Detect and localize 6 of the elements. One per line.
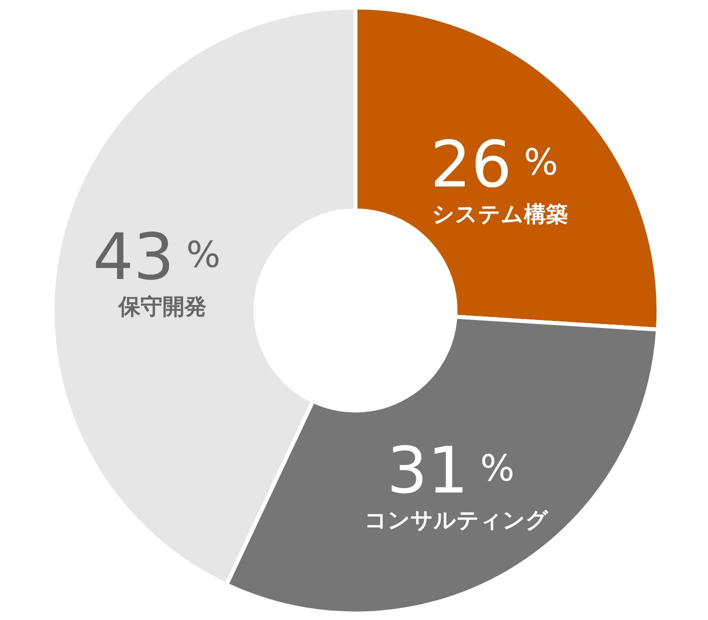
data-label: 43 % bbox=[92, 220, 220, 295]
data-label: 26 % bbox=[430, 128, 558, 202]
slice-label: コンサルティング bbox=[364, 508, 548, 534]
data-label: 31 % bbox=[386, 434, 515, 508]
slice-label: システム構築 bbox=[432, 202, 568, 228]
slice-label: 保守開発 bbox=[117, 294, 206, 320]
